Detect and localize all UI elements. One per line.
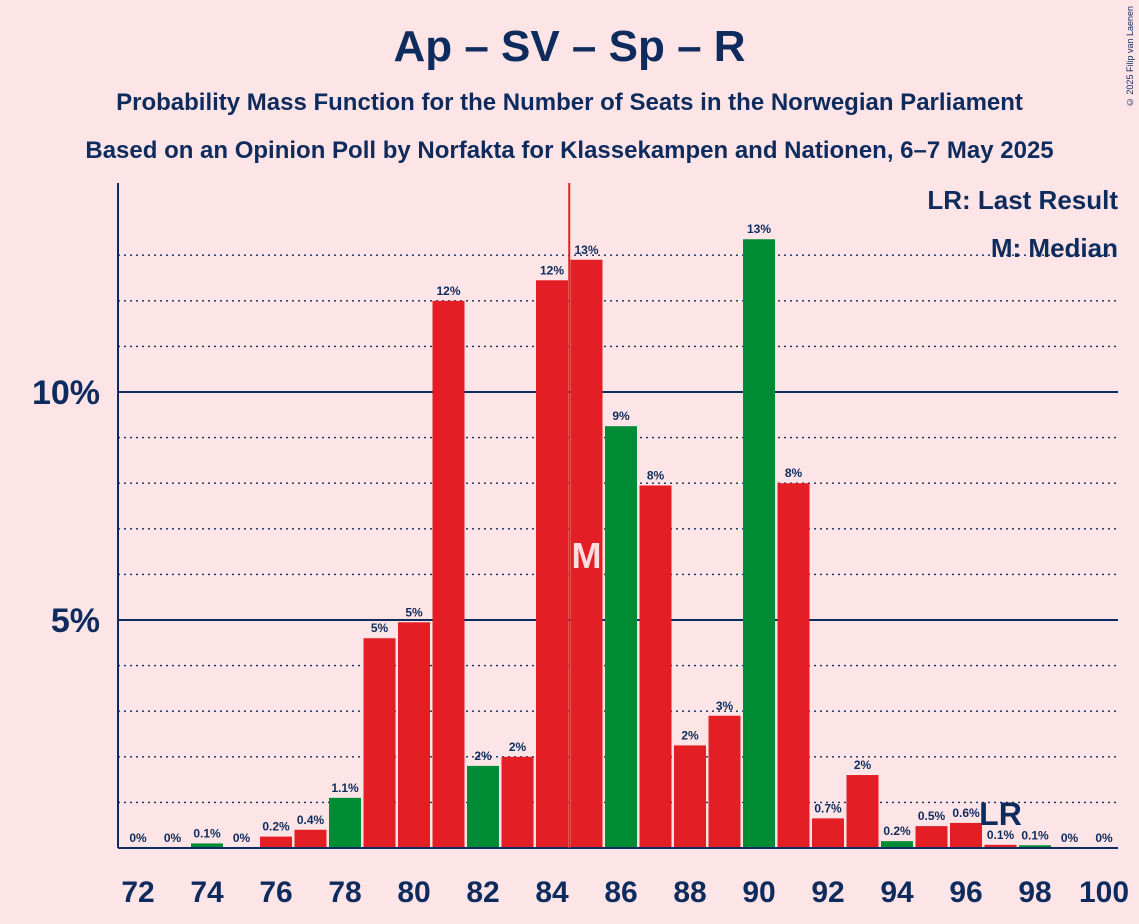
- bar-90: [743, 239, 775, 849]
- axes: [117, 183, 1118, 849]
- legend-median: M: Median: [991, 233, 1118, 263]
- data-label-84: 12%: [540, 263, 564, 277]
- data-label-100: 0%: [1095, 831, 1113, 845]
- x-tick-96: 96: [949, 876, 982, 909]
- data-label-78: 1.1%: [331, 781, 359, 795]
- bar-84: [536, 280, 568, 848]
- data-label-82: 2%: [474, 749, 492, 763]
- bar-89: [708, 715, 741, 848]
- bars: [191, 239, 1051, 849]
- y-tick-10: 10%: [32, 374, 100, 412]
- bar-91: [777, 483, 810, 848]
- data-label-94: 0.2%: [883, 824, 911, 838]
- bar-79: [363, 638, 396, 848]
- data-label-95: 0.5%: [918, 809, 946, 823]
- y-tick-labels: 5% 10%: [32, 374, 100, 640]
- data-label-88: 2%: [681, 728, 699, 742]
- x-tick-84: 84: [535, 876, 569, 909]
- bar-77: [294, 829, 327, 848]
- x-tick-80: 80: [397, 876, 430, 909]
- data-labels: 0% 0% 0.1% 0% 0.2% 0.4% 1.1% 5% 5% 12% 2% 2% 12% 13% 9…: [129, 222, 1113, 845]
- x-tick-76: 76: [259, 876, 292, 909]
- bar-92: [812, 818, 844, 848]
- bar-86: [605, 426, 637, 848]
- markers: M LR: [568, 183, 1022, 848]
- data-label-97: 0.1%: [987, 828, 1015, 842]
- x-tick-74: 74: [190, 876, 224, 909]
- bar-81: [432, 300, 465, 848]
- data-label-76: 0.2%: [262, 820, 290, 834]
- bar-88: [674, 745, 706, 848]
- data-label-86: 9%: [612, 409, 630, 423]
- data-label-96: 0.6%: [952, 806, 980, 820]
- x-tick-88: 88: [673, 876, 706, 909]
- x-tick-90: 90: [742, 876, 775, 909]
- data-label-85: 13%: [574, 243, 598, 257]
- bar-85: [570, 259, 603, 848]
- bar-74: [191, 843, 223, 848]
- bar-97: [984, 844, 1017, 848]
- data-label-79: 5%: [371, 621, 389, 635]
- bar-96: [950, 822, 982, 848]
- last-result-marker: LR: [979, 796, 1022, 832]
- data-label-73: 0%: [164, 831, 182, 845]
- bar-76: [260, 836, 292, 848]
- median-marker: M: [572, 535, 602, 576]
- x-tick-82: 82: [466, 876, 499, 909]
- data-label-89: 3%: [716, 699, 734, 713]
- x-tick-labels: 72 74 76 78 80 82 84 86 88 90 92 94 96 98 100: [121, 876, 1129, 909]
- bar-95: [915, 826, 948, 848]
- bar-98: [1019, 845, 1051, 848]
- data-label-77: 0.4%: [297, 813, 325, 827]
- bar-83: [501, 756, 534, 848]
- data-label-90: 13%: [747, 222, 771, 236]
- data-label-87: 8%: [647, 468, 665, 482]
- data-label-80: 5%: [405, 605, 423, 619]
- data-label-75: 0%: [233, 831, 251, 845]
- x-tick-98: 98: [1018, 876, 1051, 909]
- data-label-98: 0.1%: [1021, 828, 1049, 842]
- x-tick-86: 86: [604, 876, 637, 909]
- data-label-74: 0.1%: [193, 826, 221, 840]
- chart-title: Ap – SV – Sp – R: [393, 22, 746, 71]
- bar-82: [467, 765, 499, 848]
- bar-94: [881, 841, 913, 848]
- bar-87: [639, 485, 672, 848]
- x-tick-78: 78: [328, 876, 361, 909]
- data-label-93: 2%: [854, 758, 872, 772]
- chart-subtitle-1: Probability Mass Function for the Number…: [116, 89, 1023, 116]
- x-tick-94: 94: [880, 876, 914, 909]
- x-tick-100: 100: [1079, 876, 1129, 909]
- y-tick-5: 5%: [51, 602, 100, 640]
- bar-93: [846, 775, 879, 848]
- x-tick-92: 92: [811, 876, 844, 909]
- data-label-83: 2%: [509, 740, 527, 754]
- x-tick-72: 72: [121, 876, 154, 909]
- data-label-81: 12%: [436, 284, 460, 298]
- bar-78: [329, 797, 361, 848]
- bar-80: [398, 622, 430, 848]
- data-label-99: 0%: [1061, 831, 1079, 845]
- data-label-91: 8%: [785, 466, 803, 480]
- data-label-92: 0.7%: [814, 801, 842, 815]
- data-label-72: 0%: [129, 831, 147, 845]
- chart-subtitle-2: Based on an Opinion Poll by Norfakta for…: [85, 137, 1054, 164]
- legend-last-result: LR: Last Result: [927, 185, 1118, 215]
